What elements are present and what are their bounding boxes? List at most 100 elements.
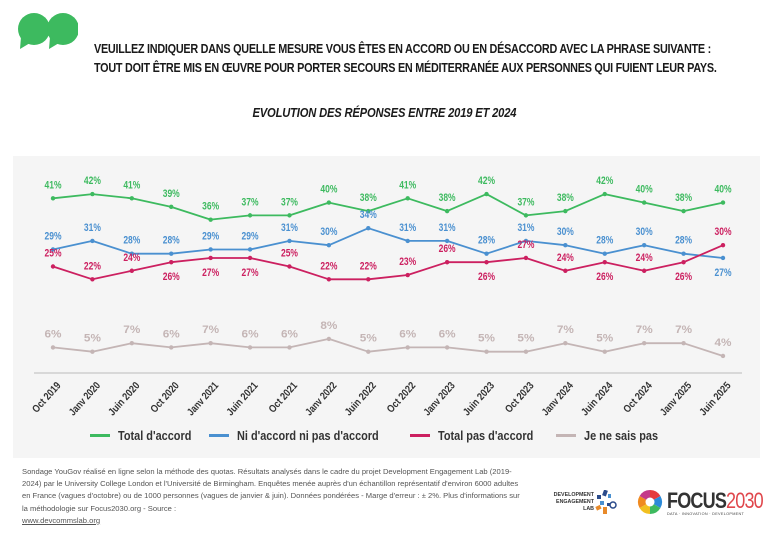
data-label: 29% — [242, 230, 259, 242]
data-point — [444, 345, 450, 350]
data-label: 42% — [478, 175, 495, 187]
data-point — [50, 264, 56, 269]
data-point — [681, 260, 686, 265]
data-point — [563, 268, 568, 273]
focus2030-wordmark: FOCUS2030 — [667, 488, 764, 513]
data-label: 22% — [320, 260, 337, 272]
survey-question: VEUILLEZ INDIQUER DANS QUELLE MESURE VOU… — [94, 40, 717, 78]
data-label: 40% — [636, 184, 653, 196]
data-label: 28% — [123, 235, 140, 247]
data-label: 25% — [281, 248, 298, 260]
focus2030-logo-mark-icon — [637, 490, 663, 514]
data-label: 5% — [596, 333, 613, 345]
data-label: 27% — [202, 267, 219, 279]
legend-item-ne-sais-pas: Je ne sais pas — [555, 428, 658, 443]
data-point — [287, 345, 292, 350]
legend-item-total-accord: Total d'accord — [90, 428, 191, 443]
series-line-0 — [52, 193, 724, 221]
data-point — [129, 196, 135, 201]
data-label: 36% — [202, 201, 219, 213]
legend-label: Je ne sais pas — [583, 428, 658, 443]
data-point — [523, 255, 529, 261]
data-point — [326, 336, 332, 342]
focus2030-tagline: DATA · INNOVATION · DEVELOPMENT — [667, 512, 745, 516]
data-label: 7% — [202, 324, 219, 336]
data-point — [681, 340, 686, 346]
data-point — [563, 208, 568, 214]
data-label: 6% — [281, 328, 298, 340]
data-label: 40% — [320, 184, 337, 196]
chart-title: EVOLUTION DES RÉPONSES ENTRE 2019 ET 202… — [252, 105, 516, 120]
data-label: 31% — [517, 222, 534, 234]
question-line-1: VEUILLEZ INDIQUER DANS QUELLE MESURE VOU… — [94, 42, 711, 56]
data-point — [720, 243, 726, 248]
data-label: 42% — [84, 175, 101, 187]
data-point — [720, 353, 726, 359]
source-link[interactable]: www.devcommslab.org — [22, 515, 101, 525]
data-point — [169, 251, 174, 256]
data-point — [208, 255, 213, 261]
data-point — [484, 191, 489, 197]
x-tick-label: Juin 2021 — [224, 380, 260, 419]
data-label: 31% — [84, 222, 101, 234]
data-point — [90, 349, 95, 354]
x-tick-label: Oct 2022 — [385, 380, 419, 416]
legend-label: Total pas d'accord — [438, 428, 534, 443]
data-label: 5% — [517, 333, 534, 345]
data-label: 25% — [45, 248, 62, 260]
x-tick-label: Juin 2024 — [579, 380, 615, 419]
data-label: 27% — [517, 239, 534, 251]
legend-swatch — [555, 434, 576, 437]
data-label: 22% — [84, 260, 101, 272]
x-tick-label: Janv 2022 — [303, 380, 339, 419]
x-tick-label: Oct 2023 — [503, 380, 537, 416]
data-point — [169, 345, 174, 350]
data-point — [208, 340, 213, 346]
data-point — [641, 200, 647, 205]
x-tick-label: Janv 2025 — [658, 380, 694, 419]
legend-label: Ni d'accord ni pas d'accord — [237, 428, 380, 443]
x-tick-label: Oct 2019 — [30, 380, 64, 416]
data-point — [602, 251, 607, 256]
focus2030-logo: FOCUS2030 DATA · INNOVATION · DEVELOPMEN… — [637, 487, 764, 521]
series-line-3 — [52, 337, 724, 357]
data-point — [444, 208, 450, 214]
data-point — [366, 349, 371, 354]
data-label: 41% — [399, 179, 416, 191]
chart-panel — [13, 156, 760, 458]
data-label: 26% — [675, 271, 692, 283]
data-label: 6% — [45, 328, 62, 340]
data-label: 38% — [439, 192, 456, 204]
data-label: 7% — [636, 324, 653, 336]
chart-legend: Total d'accord Ni d'accord ni pas d'acco… — [90, 428, 658, 443]
data-point — [247, 213, 253, 218]
data-point — [169, 260, 174, 265]
data-point — [523, 213, 529, 218]
data-point — [484, 260, 489, 265]
data-label: 41% — [123, 179, 140, 191]
x-tick-label: Oct 2021 — [266, 380, 300, 416]
data-point — [602, 260, 607, 265]
data-point — [50, 247, 56, 252]
data-point — [129, 251, 135, 256]
x-tick-label: Janv 2024 — [540, 380, 576, 419]
data-point — [50, 345, 56, 350]
data-label: 38% — [557, 192, 574, 204]
x-tick-label: Oct 2020 — [148, 380, 182, 416]
data-point — [720, 200, 726, 205]
data-label: 42% — [596, 175, 613, 187]
data-label: 22% — [360, 260, 377, 272]
data-label: 5% — [478, 333, 495, 345]
data-point — [366, 225, 371, 231]
methodology-text: Sondage YouGov réalisé en ligne selon la… — [22, 467, 520, 513]
data-point — [484, 349, 489, 354]
x-tick-label: Juin 2020 — [106, 380, 142, 419]
data-point — [444, 260, 450, 265]
data-label: 28% — [478, 235, 495, 247]
data-label: 30% — [636, 226, 653, 238]
data-point — [720, 255, 726, 261]
data-label: 7% — [557, 324, 574, 336]
data-label: 5% — [360, 333, 377, 345]
data-label: 8% — [320, 320, 337, 332]
data-point — [405, 196, 410, 201]
